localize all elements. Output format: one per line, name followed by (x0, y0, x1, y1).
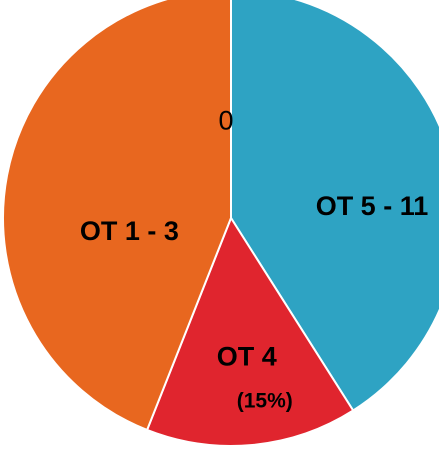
slice-label: OT 4 (217, 342, 277, 372)
value-label: (15%) (237, 389, 293, 412)
slice-label: OT 5 - 11 (316, 191, 429, 221)
slice-label: OT 1 - 3 (80, 216, 179, 246)
pie-slice (145, 215, 355, 447)
pie-slice (230, 0, 439, 412)
pie-slice (2, 0, 232, 432)
value-label: 0 (218, 105, 233, 135)
